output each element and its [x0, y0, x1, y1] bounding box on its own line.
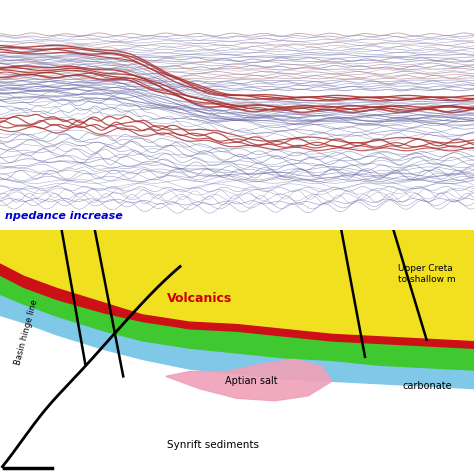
Polygon shape: [0, 274, 474, 372]
Text: Volcanics: Volcanics: [166, 292, 232, 305]
Text: carbonate: carbonate: [403, 381, 453, 391]
Polygon shape: [0, 230, 474, 347]
Text: Upper Creta
to shallow m: Upper Creta to shallow m: [398, 264, 456, 283]
Text: npedance increase: npedance increase: [5, 211, 122, 221]
Polygon shape: [0, 264, 474, 348]
Text: Aptian salt: Aptian salt: [225, 376, 278, 386]
Text: Synrift sediments: Synrift sediments: [167, 440, 259, 450]
Polygon shape: [0, 296, 474, 389]
Polygon shape: [166, 359, 332, 401]
Text: Basin hinge line: Basin hinge line: [13, 299, 39, 366]
